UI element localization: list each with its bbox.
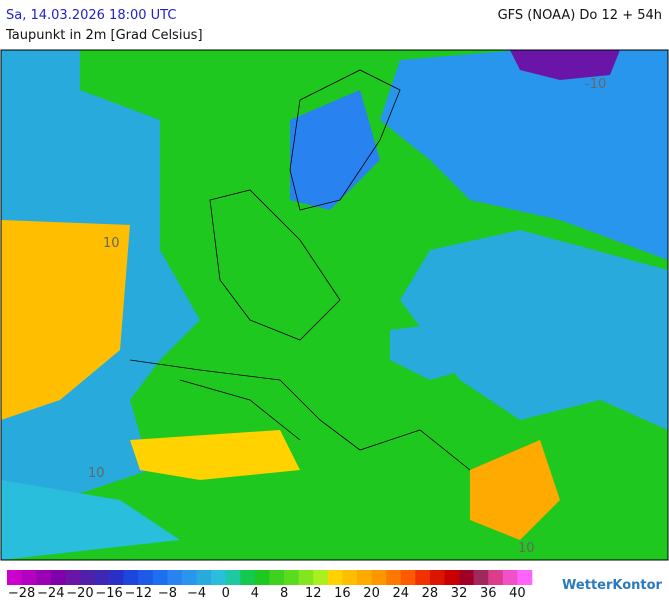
parameter: Taupunkt in 2m [Grad Celsius] [5, 28, 203, 43]
cold-north-east [380, 50, 668, 260]
legend-label: 8 [280, 586, 288, 600]
legend-swatch [357, 570, 372, 585]
legend-swatch [211, 570, 227, 585]
legend-swatch [415, 570, 431, 585]
legend-label: 16 [334, 586, 351, 600]
legend-swatch [152, 570, 168, 585]
coastline [209, 189, 341, 341]
legend-swatch [182, 570, 197, 585]
legend-label: −28 [8, 586, 35, 600]
warm-atlantic [1, 220, 130, 420]
map: 10 -10 10 10 [0, 49, 669, 561]
valid-time: Sa, 14.03.2026 18:00 UTC [6, 8, 176, 23]
legend-swatch [109, 570, 124, 585]
warm-africa-west [130, 430, 300, 480]
cold-balkans [390, 320, 500, 380]
legend-swatch [36, 570, 52, 585]
coastline [129, 359, 471, 471]
sea-south-west [1, 480, 180, 560]
legend-swatch [167, 570, 183, 585]
legend-swatch [444, 570, 460, 585]
contour-label: -10 [585, 77, 606, 92]
legend-label: 36 [480, 586, 497, 600]
legend-swatch [386, 570, 402, 585]
cold-core [510, 50, 620, 80]
contour-label: 10 [88, 466, 105, 481]
legend-label: −4 [187, 586, 206, 600]
legend-label: 4 [251, 586, 259, 600]
legend-swatch [240, 570, 256, 585]
legend-swatch [269, 570, 285, 585]
legend-swatch [254, 570, 270, 585]
legend-swatch [79, 570, 95, 585]
legend-swatch [298, 570, 314, 585]
legend-swatch [473, 570, 489, 585]
legend-swatch [7, 570, 22, 585]
legend-label: 12 [305, 586, 322, 600]
legend-swatch [138, 570, 154, 585]
legend-label: 20 [363, 586, 380, 600]
legend-swatch [371, 570, 387, 585]
cold-scandinavia [290, 90, 380, 210]
legend-label: 40 [509, 586, 526, 600]
legend-swatch [123, 570, 139, 585]
legend-swatch [50, 570, 66, 585]
legend-swatch [94, 570, 110, 585]
legend-swatch [196, 570, 212, 585]
legend-swatch [488, 570, 504, 585]
legend-label: 32 [451, 586, 468, 600]
logo: WetterKontor [562, 578, 663, 593]
legend-label: 28 [422, 586, 439, 600]
legend-swatch [502, 570, 518, 585]
legend-label: −20 [66, 586, 93, 600]
model-run: GFS (NOAA) Do 12 + 54h [498, 8, 662, 23]
legend-label: 0 [222, 586, 230, 600]
legend: −28 −24 −20 −16 −12 −8 −4 0 4 8 12 16 20 24 28 32 36 40 [7, 570, 533, 601]
legend-swatch [21, 570, 37, 585]
legend-swatch [459, 570, 474, 585]
map-frame [0, 49, 669, 561]
legend-swatch [429, 570, 445, 585]
legend-swatch [284, 570, 299, 585]
legend-label: −16 [95, 586, 122, 600]
legend-swatch [225, 570, 241, 585]
legend-swatch [313, 570, 329, 585]
warm-africa-east [470, 440, 560, 540]
contour-label: 10 [518, 541, 535, 556]
legend-label: −24 [37, 586, 64, 600]
legend-swatch [65, 570, 81, 585]
legend-swatch [327, 570, 343, 585]
legend-swatch [400, 570, 416, 585]
legend-swatch [342, 570, 358, 585]
legend-label: −8 [158, 586, 177, 600]
contour-label: 10 [103, 236, 120, 251]
legend-label: −12 [125, 586, 152, 600]
legend-swatch [517, 570, 533, 585]
coastline [289, 69, 401, 211]
legend-label: 24 [392, 586, 409, 600]
